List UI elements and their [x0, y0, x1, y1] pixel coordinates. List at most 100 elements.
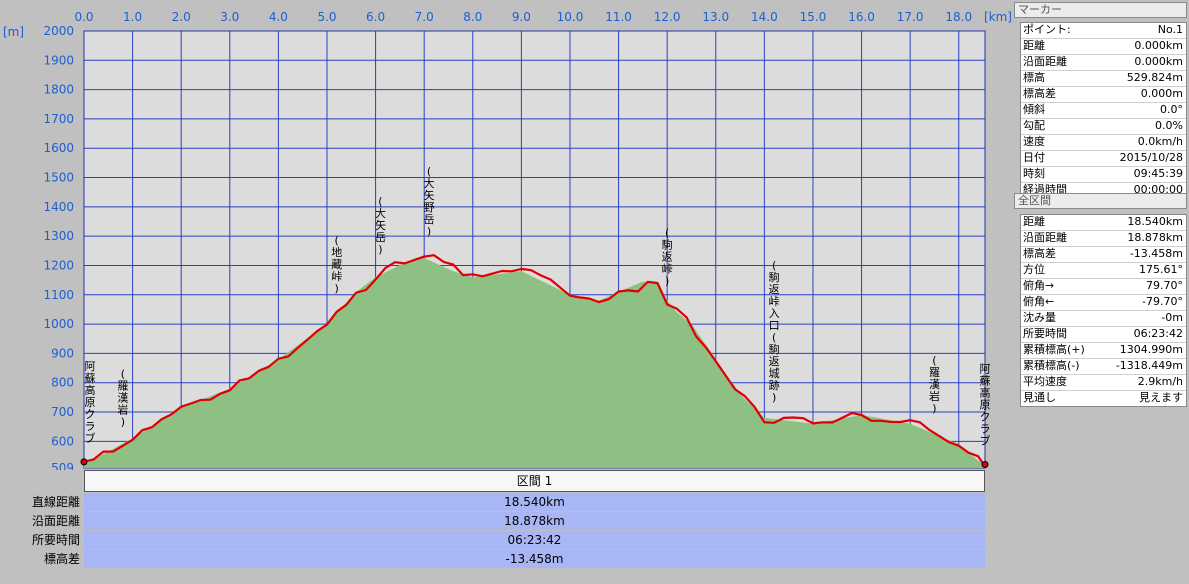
total-value: 見えます — [1139, 391, 1183, 404]
waypoint-label: 阿蘇高原クラブ — [980, 362, 991, 447]
total-row: 俯角→ 79.70° — [1021, 279, 1186, 295]
x-tick-label: 5.0 — [317, 10, 336, 24]
x-tick-label: 18.0 — [945, 10, 972, 24]
marker-row: 距離 0.000km — [1021, 39, 1186, 55]
end-point — [981, 460, 989, 468]
y-tick-label: 600 — [51, 434, 74, 448]
marker-value: 0.0° — [1160, 103, 1183, 116]
summary-row-straight: 直線距離 18.540km — [0, 493, 1012, 511]
summary-value: -13.458m — [84, 550, 985, 568]
total-panel-title[interactable]: 全区間 — [1014, 193, 1187, 209]
total-value: 1304.990m — [1119, 343, 1183, 356]
total-label: 沿面距離 — [1023, 231, 1067, 244]
y-unit-label: [m] — [3, 25, 24, 39]
waypoint-label: (地蔵峠) — [331, 234, 342, 295]
summary-row-time: 所要時間 06:23:42 — [0, 531, 1012, 549]
marker-label: 距離 — [1023, 39, 1045, 52]
y-tick-label: 1300 — [43, 229, 74, 243]
total-label: 沈み量 — [1023, 311, 1056, 324]
summary-label: 沿面距離 — [31, 514, 80, 528]
total-label: 距離 — [1023, 215, 1045, 228]
summary-label: 直線距離 — [31, 495, 80, 509]
waypoint-label: 阿蘇高原クラブ — [85, 360, 96, 445]
total-row: 俯角← -79.70° — [1021, 295, 1186, 311]
marker-label: 傾斜 — [1023, 103, 1045, 116]
total-value: -1318.449m — [1115, 359, 1183, 372]
marker-value: 0.0km/h — [1137, 135, 1183, 148]
total-row: 累積標高(-) -1318.449m — [1021, 359, 1186, 375]
total-label: 累積標高(-) — [1023, 359, 1080, 372]
total-value: 2.9km/h — [1137, 375, 1183, 388]
total-label: 見通し — [1023, 391, 1056, 404]
x-tick-label: 11.0 — [605, 10, 632, 24]
marker-label: ポイント: — [1023, 23, 1071, 36]
marker-label: 経過時間 — [1023, 183, 1067, 196]
summary-row-surface: 沿面距離 18.878km — [0, 512, 1012, 530]
x-tick-label: 15.0 — [800, 10, 827, 24]
waypoint-label: (駒返峠入口(駒返城跡) — [769, 259, 780, 404]
y-tick-label: 509 — [51, 461, 74, 470]
total-label: 累積標高(+) — [1023, 343, 1085, 356]
x-tick-label: 10.0 — [557, 10, 584, 24]
total-value: -79.70° — [1142, 295, 1183, 308]
waypoint-label: (羅漢岩) — [929, 354, 940, 415]
x-tick-label: 17.0 — [897, 10, 924, 24]
y-tick-label: 1900 — [43, 53, 74, 67]
marker-row: ポイント: No.1 — [1021, 23, 1186, 39]
summary-label: 標高差 — [43, 552, 80, 566]
x-tick-label: 9.0 — [512, 10, 531, 24]
marker-label: 標高 — [1023, 71, 1045, 84]
marker-label: 勾配 — [1023, 119, 1045, 132]
marker-row: 標高差 0.000m — [1021, 87, 1186, 103]
marker-value: 529.824m — [1126, 71, 1183, 84]
y-tick-label: 1400 — [43, 200, 74, 214]
x-tick-label: 4.0 — [269, 10, 288, 24]
waypoint-label: (大矢野岳) — [424, 165, 435, 238]
marker-panel-title[interactable]: マーカー — [1014, 2, 1187, 18]
summary-value: 18.878km — [84, 512, 985, 530]
y-tick-label: 1600 — [43, 141, 74, 155]
marker-row: 標高 529.824m — [1021, 71, 1186, 87]
total-value: 175.61° — [1139, 263, 1183, 276]
x-unit-label: [km] — [984, 10, 1012, 24]
total-value: -0m — [1161, 311, 1183, 324]
marker-row: 傾斜 0.0° — [1021, 103, 1186, 119]
start-point — [80, 458, 88, 466]
total-label: 標高差 — [1023, 247, 1056, 260]
marker-value: 0.0% — [1155, 119, 1183, 132]
summary-row-elevdiff: 標高差 -13.458m — [0, 550, 1012, 568]
summary-value: 18.540km — [84, 493, 985, 511]
x-tick-label: 16.0 — [848, 10, 875, 24]
total-row: 距離 18.540km — [1021, 215, 1186, 231]
waypoint-label: (羅漢岩) — [117, 368, 128, 429]
marker-value: 0.000km — [1134, 55, 1183, 68]
summary-label: 所要時間 — [31, 533, 80, 547]
x-tick-label: 13.0 — [702, 10, 729, 24]
total-label: 所要時間 — [1023, 327, 1067, 340]
x-tick-label: 3.0 — [220, 10, 239, 24]
section-header[interactable]: 区間 1 — [84, 470, 985, 492]
total-row: 所要時間 06:23:42 — [1021, 327, 1186, 343]
marker-label: 日付 — [1023, 151, 1045, 164]
waypoint-label: (大矢岳) — [375, 195, 386, 256]
marker-row: 時刻 09:45:39 — [1021, 167, 1186, 183]
waypoint-label: (駒返峠) — [662, 226, 673, 287]
elevation-chart[interactable]: 0.0 1.0 2.0 3.0 4.0 5.0 6.0 7.0 8.0 9.0 10.0 11.0 12… — [0, 0, 1012, 470]
marker-value: 00:00:00 — [1133, 183, 1183, 196]
total-row: 沈み量 -0m — [1021, 311, 1186, 327]
marker-label: 沿面距離 — [1023, 55, 1067, 68]
y-tick-label: 800 — [51, 376, 74, 390]
total-row: 見通し 見えます — [1021, 391, 1186, 406]
marker-table: ポイント: No.1 距離 0.000km 沿面距離 0.000km 標高 529.824m 標… — [1020, 22, 1187, 199]
y-tick-label: 1100 — [43, 288, 74, 302]
total-row: 沿面距離 18.878km — [1021, 231, 1186, 247]
total-value: 18.540km — [1127, 215, 1183, 228]
total-value: -13.458m — [1129, 247, 1183, 260]
total-row: 方位 175.61° — [1021, 263, 1186, 279]
marker-row: 日付 2015/10/28 — [1021, 151, 1186, 167]
total-row: 平均速度 2.9km/h — [1021, 375, 1186, 391]
marker-value: No.1 — [1157, 23, 1183, 36]
marker-value: 0.000km — [1134, 39, 1183, 52]
marker-value: 0.000m — [1140, 87, 1183, 100]
total-row: 標高差 -13.458m — [1021, 247, 1186, 263]
